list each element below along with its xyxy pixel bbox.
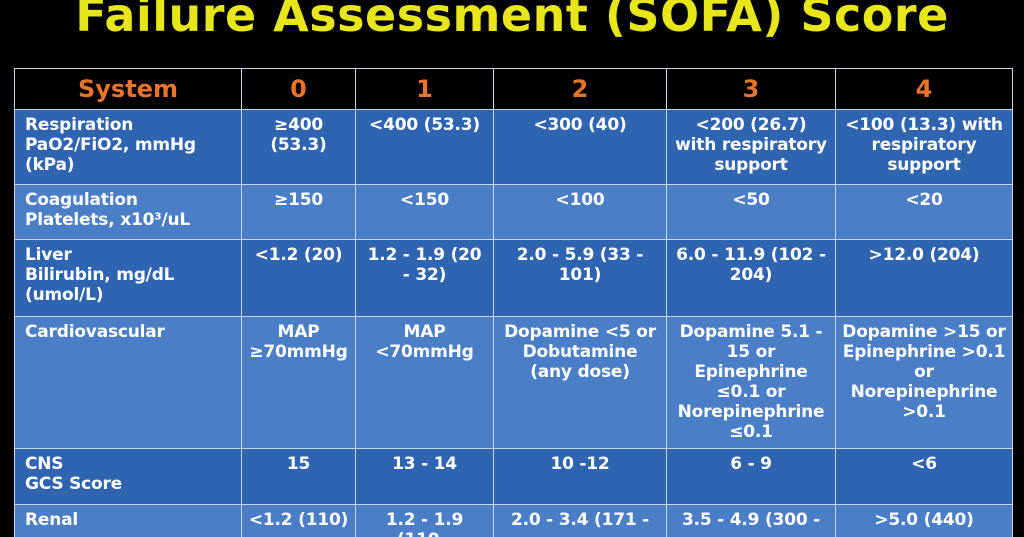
table-row-liver: Liver Bilirubin, mg/dL (umol/L) <1.2 (20… bbox=[14, 239, 1013, 317]
system-name: Respiration bbox=[25, 115, 134, 135]
system-cell: CNS GCS Score bbox=[14, 448, 242, 505]
score-cell-4: Dopamine >15 or Epinephrine >0.1 or Nore… bbox=[835, 316, 1013, 449]
system-unit: (kPa) bbox=[25, 155, 75, 175]
table-row-cardiovascular: Cardiovascular MAP ≥70mmHg MAP <70mmHg D… bbox=[14, 316, 1013, 449]
score-cell-4: <6 bbox=[835, 448, 1013, 505]
system-cell: Respiration PaO2/FiO2, mmHg (kPa) bbox=[14, 109, 242, 185]
system-measure: Bilirubin, mg/dL bbox=[25, 265, 175, 285]
header-score-3: 3 bbox=[666, 68, 836, 110]
table-row-respiration: Respiration PaO2/FiO2, mmHg (kPa) ≥400 (… bbox=[14, 109, 1013, 185]
system-cell: Renal bbox=[14, 504, 242, 537]
score-cell-1: <150 bbox=[355, 184, 494, 240]
system-measure: PaO2/FiO2, mmHg bbox=[25, 135, 196, 155]
score-cell-2: 2.0 - 3.4 (171 - bbox=[493, 504, 667, 537]
table-row-coagulation: Coagulation Platelets, x10³/uL ≥150 <150… bbox=[14, 184, 1013, 240]
score-cell-4: >5.0 (440) bbox=[835, 504, 1013, 537]
score-cell-3: 6 - 9 bbox=[666, 448, 836, 505]
score-cell-2: <300 (40) bbox=[493, 109, 667, 185]
score-cell-1: <400 (53.3) bbox=[355, 109, 494, 185]
score-cell-1: 13 - 14 bbox=[355, 448, 494, 505]
score-cell-3: <50 bbox=[666, 184, 836, 240]
header-score-1: 1 bbox=[355, 68, 494, 110]
header-score-2: 2 bbox=[493, 68, 667, 110]
system-name: Liver bbox=[25, 245, 72, 265]
score-cell-4: >12.0 (204) bbox=[835, 239, 1013, 317]
score-cell-1: MAP <70mmHg bbox=[355, 316, 494, 449]
score-cell-2: Dopamine <5 or Dobutamine (any dose) bbox=[493, 316, 667, 449]
score-cell-0: ≥400 (53.3) bbox=[241, 109, 356, 185]
score-cell-3: 3.5 - 4.9 (300 - bbox=[666, 504, 836, 537]
table-row-cns: CNS GCS Score 15 13 - 14 10 -12 6 - 9 <6 bbox=[14, 448, 1013, 505]
score-cell-2: <100 bbox=[493, 184, 667, 240]
score-cell-0: ≥150 bbox=[241, 184, 356, 240]
system-unit: (umol/L) bbox=[25, 285, 104, 305]
system-cell: Cardiovascular bbox=[14, 316, 242, 449]
sofa-table: System 0 1 2 3 4 Respiration PaO2/FiO2, … bbox=[14, 68, 1013, 537]
score-cell-4: <20 bbox=[835, 184, 1013, 240]
system-name: Renal bbox=[25, 510, 79, 530]
header-system: System bbox=[14, 68, 242, 110]
table-header-row: System 0 1 2 3 4 bbox=[14, 68, 1013, 110]
system-cell: Liver Bilirubin, mg/dL (umol/L) bbox=[14, 239, 242, 317]
system-name: CNS bbox=[25, 454, 64, 474]
score-cell-3: Dopamine 5.1 - 15 or Epinephrine ≤0.1 or… bbox=[666, 316, 836, 449]
header-score-4: 4 bbox=[835, 68, 1013, 110]
table-row-renal: Renal <1.2 (110) 1.2 - 1.9 (110 - 2.0 - … bbox=[14, 504, 1013, 537]
score-cell-2: 10 -12 bbox=[493, 448, 667, 505]
page-title: Failure Assessment (SOFA) Score bbox=[75, 0, 949, 42]
score-cell-1: 1.2 - 1.9 (110 - bbox=[355, 504, 494, 537]
score-cell-0: <1.2 (110) bbox=[241, 504, 356, 537]
system-cell: Coagulation Platelets, x10³/uL bbox=[14, 184, 242, 240]
system-name: Cardiovascular bbox=[25, 322, 165, 342]
score-cell-3: <200 (26.7) with respiratory support bbox=[666, 109, 836, 185]
score-cell-3: 6.0 - 11.9 (102 - 204) bbox=[666, 239, 836, 317]
system-measure: GCS Score bbox=[25, 474, 123, 494]
score-cell-0: 15 bbox=[241, 448, 356, 505]
score-cell-0: MAP ≥70mmHg bbox=[241, 316, 356, 449]
score-cell-1: 1.2 - 1.9 (20 - 32) bbox=[355, 239, 494, 317]
score-cell-4: <100 (13.3) with respiratory support bbox=[835, 109, 1013, 185]
system-name: Coagulation bbox=[25, 190, 138, 210]
score-cell-0: <1.2 (20) bbox=[241, 239, 356, 317]
score-cell-2: 2.0 - 5.9 (33 - 101) bbox=[493, 239, 667, 317]
system-measure: Platelets, x10³/uL bbox=[25, 210, 191, 230]
header-score-0: 0 bbox=[241, 68, 356, 110]
